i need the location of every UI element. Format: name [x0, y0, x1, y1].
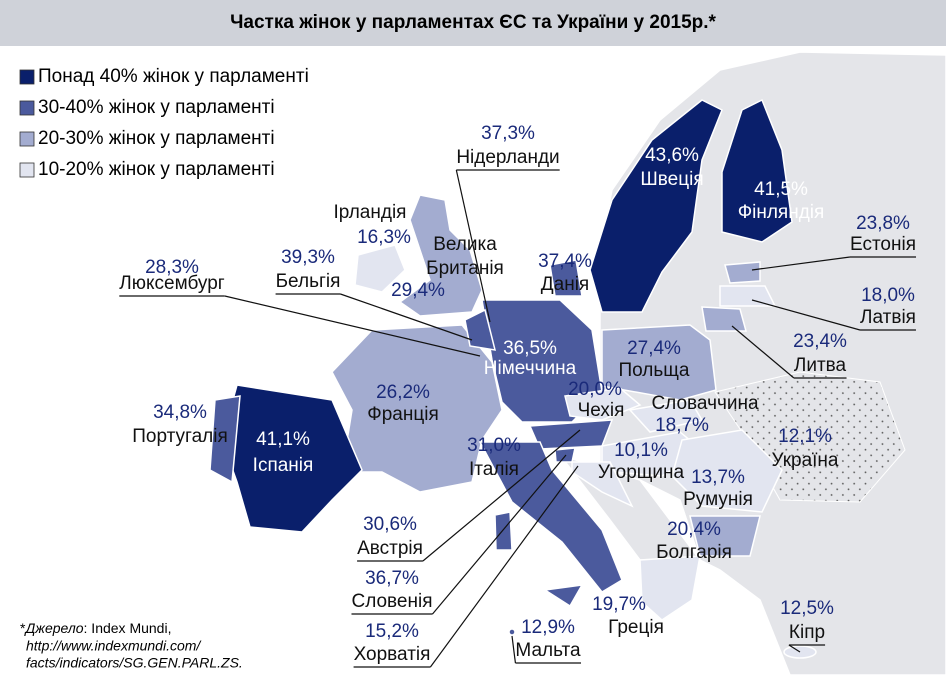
country-value: 36,5% — [503, 338, 557, 359]
country-name: Греція — [608, 617, 664, 638]
leader-line — [731, 325, 795, 379]
country-name: Румунія — [683, 489, 753, 510]
legend-label: 30-40% жінок у парламенті — [38, 97, 275, 118]
country-value: 23,8% — [856, 213, 910, 234]
country-name: Бельгія — [276, 271, 341, 292]
country-value: 41,1% — [256, 429, 310, 450]
country-value: 43,6% — [645, 145, 699, 166]
country-name: Німеччина — [484, 358, 577, 379]
leader-line — [751, 256, 851, 271]
country-name: Словенія — [351, 591, 432, 612]
country-name: Угорщина — [598, 462, 685, 483]
leader-line — [788, 644, 801, 653]
country-name: Латвія — [860, 307, 916, 328]
country-name: Італія — [469, 459, 519, 480]
legend-swatch — [19, 162, 35, 178]
leader-line — [422, 429, 581, 562]
leader-line — [432, 454, 567, 615]
leader-line — [429, 465, 579, 668]
country-value: 29,4% — [391, 280, 445, 301]
legend-swatch — [19, 69, 35, 85]
country-name: Нідерланди — [456, 147, 559, 168]
source-label: Джерело — [23, 620, 83, 636]
country-value: 12,9% — [521, 617, 575, 638]
country-name: Ірландія — [334, 202, 407, 223]
legend-swatch — [19, 100, 35, 116]
leader-line — [224, 295, 481, 357]
leader-line — [455, 169, 491, 323]
country-name: Хорватія — [354, 644, 431, 665]
title-bar — [0, 0, 946, 46]
leader-line — [511, 635, 517, 664]
country-value: 39,3% — [281, 247, 335, 268]
source-url: http://www.indexmundi.com/ — [26, 638, 202, 654]
country-name: Португалія — [132, 426, 227, 447]
country-value: 18,0% — [861, 285, 915, 306]
country-name: Україна — [771, 450, 838, 471]
legend-label: 10-20% жінок у парламенті — [38, 159, 275, 180]
country-value: 20,4% — [667, 519, 721, 540]
country-value: 19,7% — [592, 594, 646, 615]
country-value: 12,5% — [780, 598, 834, 619]
country-value: 16,3% — [357, 227, 411, 248]
country-name: Австрія — [357, 538, 423, 559]
legend-label: 20-30% жінок у парламенті — [38, 128, 275, 149]
country-name: Естонія — [850, 234, 916, 255]
country-value: 26,2% — [376, 382, 430, 403]
country-name: Данія — [541, 274, 589, 295]
country-name: Іспанія — [253, 455, 314, 476]
country-name: Британія — [426, 258, 504, 279]
country-name: Польща — [619, 360, 690, 381]
leader-line — [751, 299, 861, 331]
country-value: 10,1% — [614, 440, 668, 461]
country-value: 41,5% — [754, 179, 808, 200]
leader-line — [340, 293, 473, 341]
country-value: 37,4% — [538, 251, 592, 272]
country-name: Велика — [433, 234, 497, 255]
country-value: 34,8% — [153, 402, 207, 423]
legend-swatch — [19, 131, 35, 147]
country-value: 20,0% — [568, 379, 622, 400]
country-value: 23,4% — [793, 331, 847, 352]
country-value: 30,6% — [363, 514, 417, 535]
country-value: 18,7% — [655, 415, 709, 436]
country-value: 36,7% — [365, 568, 419, 589]
country-name: Швеція — [640, 169, 703, 190]
source-url: facts/indicators/SG.GEN.PARL.ZS. — [26, 655, 243, 671]
title: Частка жінок у парламентах ЄС та України… — [230, 12, 716, 33]
country-value: 13,7% — [691, 467, 745, 488]
country-name: Чехія — [578, 400, 625, 421]
source: *Джерело: Index Mundi, — [20, 620, 171, 636]
source-text: : Index Mundi, — [84, 620, 172, 636]
country-name: Болгарія — [656, 542, 732, 563]
country-name: Фінляндія — [738, 202, 825, 223]
country-value: 12,1% — [778, 426, 832, 447]
country-value: 31,0% — [467, 435, 521, 456]
country-name: Мальта — [515, 640, 581, 661]
legend-label: Понад 40% жінок у парламенті — [38, 66, 309, 87]
country-name: Словаччина — [651, 393, 759, 414]
country-name: Литва — [794, 355, 847, 376]
country-name: Люксембург — [119, 273, 224, 294]
country-value: 28,3% — [145, 257, 199, 278]
country-value: 37,3% — [481, 123, 535, 144]
country-name: Франція — [367, 404, 438, 425]
map — [209, 51, 946, 676]
country-value: 15,2% — [365, 621, 419, 642]
country-value: 27,4% — [627, 338, 681, 359]
country-name: Кіпр — [789, 622, 825, 643]
